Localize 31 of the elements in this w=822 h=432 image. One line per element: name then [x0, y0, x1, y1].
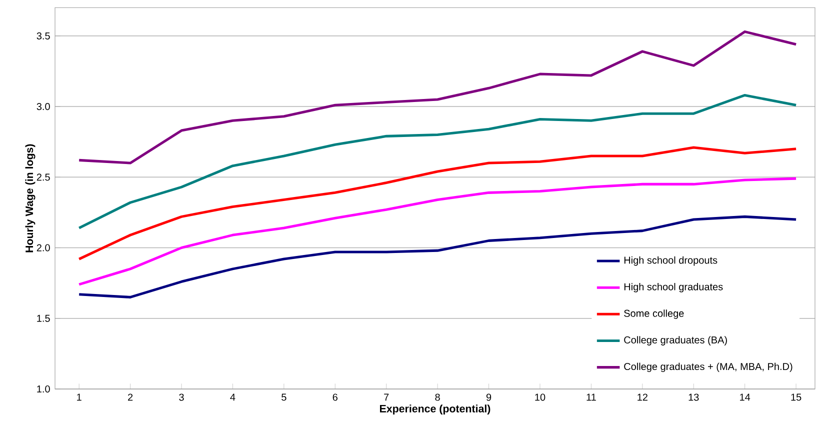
- x-tick-label: 9: [486, 394, 492, 401]
- y-tick-label: 3.0: [36, 102, 50, 110]
- x-tick-label: 3: [179, 394, 184, 401]
- legend-label: Some college: [624, 310, 684, 319]
- line-series: [78, 215, 798, 298]
- x-tick-label: 12: [638, 394, 648, 401]
- y-tick-label: 2.0: [36, 244, 50, 252]
- x-tick-label: 7: [384, 394, 389, 401]
- x-tick-label: 8: [435, 394, 440, 401]
- line-series: [78, 30, 798, 164]
- legend-label: High school dropouts: [624, 256, 718, 266]
- x-tick-label: 1: [77, 394, 82, 401]
- x-tick-label: 4: [230, 394, 236, 401]
- x-tick-label: 13: [688, 394, 699, 401]
- x-tick-label: 15: [791, 394, 802, 401]
- y-tick-label: 1.5: [37, 314, 50, 322]
- x-axis-title: Experience (potential): [380, 404, 490, 415]
- y-tick-label: 3.5: [36, 32, 50, 40]
- y-axis-title: Hourly Wage (in logs): [25, 144, 36, 252]
- legend-label: High school graduates: [624, 282, 723, 292]
- x-tick-label: 5: [282, 394, 286, 401]
- legend-label: College graduates + (MA, MBA, Ph.D): [624, 362, 792, 372]
- x-tick-label: 6: [332, 394, 338, 401]
- line-series: [78, 94, 798, 230]
- y-tick-label: 1.0: [37, 385, 50, 393]
- legend-label: College graduates (BA): [624, 336, 727, 346]
- y-tick-label: 2.5: [36, 174, 50, 181]
- x-tick-label: 11: [586, 394, 596, 401]
- x-tick-label: 2: [128, 394, 133, 401]
- x-tick-label: 14: [740, 394, 750, 401]
- x-tick-label: 10: [535, 394, 546, 401]
